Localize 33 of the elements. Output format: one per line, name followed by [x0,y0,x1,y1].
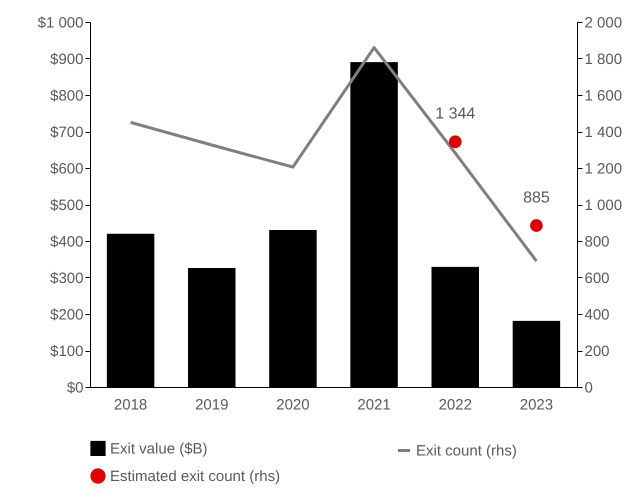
legend-label: Exit count (rhs) [416,442,517,460]
y2-tick-label: 2 000 [584,14,622,32]
x-tick-label: 2022 [438,396,472,414]
y-tick-label: $900 [50,51,84,68]
y-tick-label: $700 [50,124,84,141]
y-tick-label: $600 [50,160,84,178]
y2-tick-label: 1 800 [584,51,622,68]
x-tick-label: 2020 [276,396,310,414]
y2-tick-label: 1 600 [584,88,622,104]
y2-tick-label: 0 [584,380,593,396]
y2-tick-label: 800 [584,234,610,250]
y2-tick-label: 1 000 [584,197,622,214]
x-tick-label: 2018 [114,396,148,414]
y-tick-label: $400 [50,234,84,250]
y2-tick-label: 200 [584,343,610,360]
y2-tick-label: 1 200 [584,160,622,178]
data-label: 1 344 [435,106,476,123]
y-tick-label: $1 000 [38,14,84,32]
y-tick-label: $200 [50,306,84,324]
x-tick-label: 2023 [520,396,554,414]
y-tick-label: $300 [50,270,84,287]
legend-label: Exit value ($B) [110,440,208,458]
y2-tick-label: 400 [584,306,610,324]
y-tick-label: $800 [50,88,84,104]
legend-label: Estimated exit count (rhs) [110,468,280,485]
y2-tick-label: 600 [584,270,610,287]
y2-tick-label: 1 400 [584,124,622,141]
y-tick-label: $500 [50,197,84,214]
data-label: 885 [523,189,550,206]
x-tick-label: 2019 [195,396,228,414]
y-tick-label: $0 [66,380,84,396]
x-tick-label: 2021 [357,396,391,414]
y-tick-label: $100 [50,343,84,360]
